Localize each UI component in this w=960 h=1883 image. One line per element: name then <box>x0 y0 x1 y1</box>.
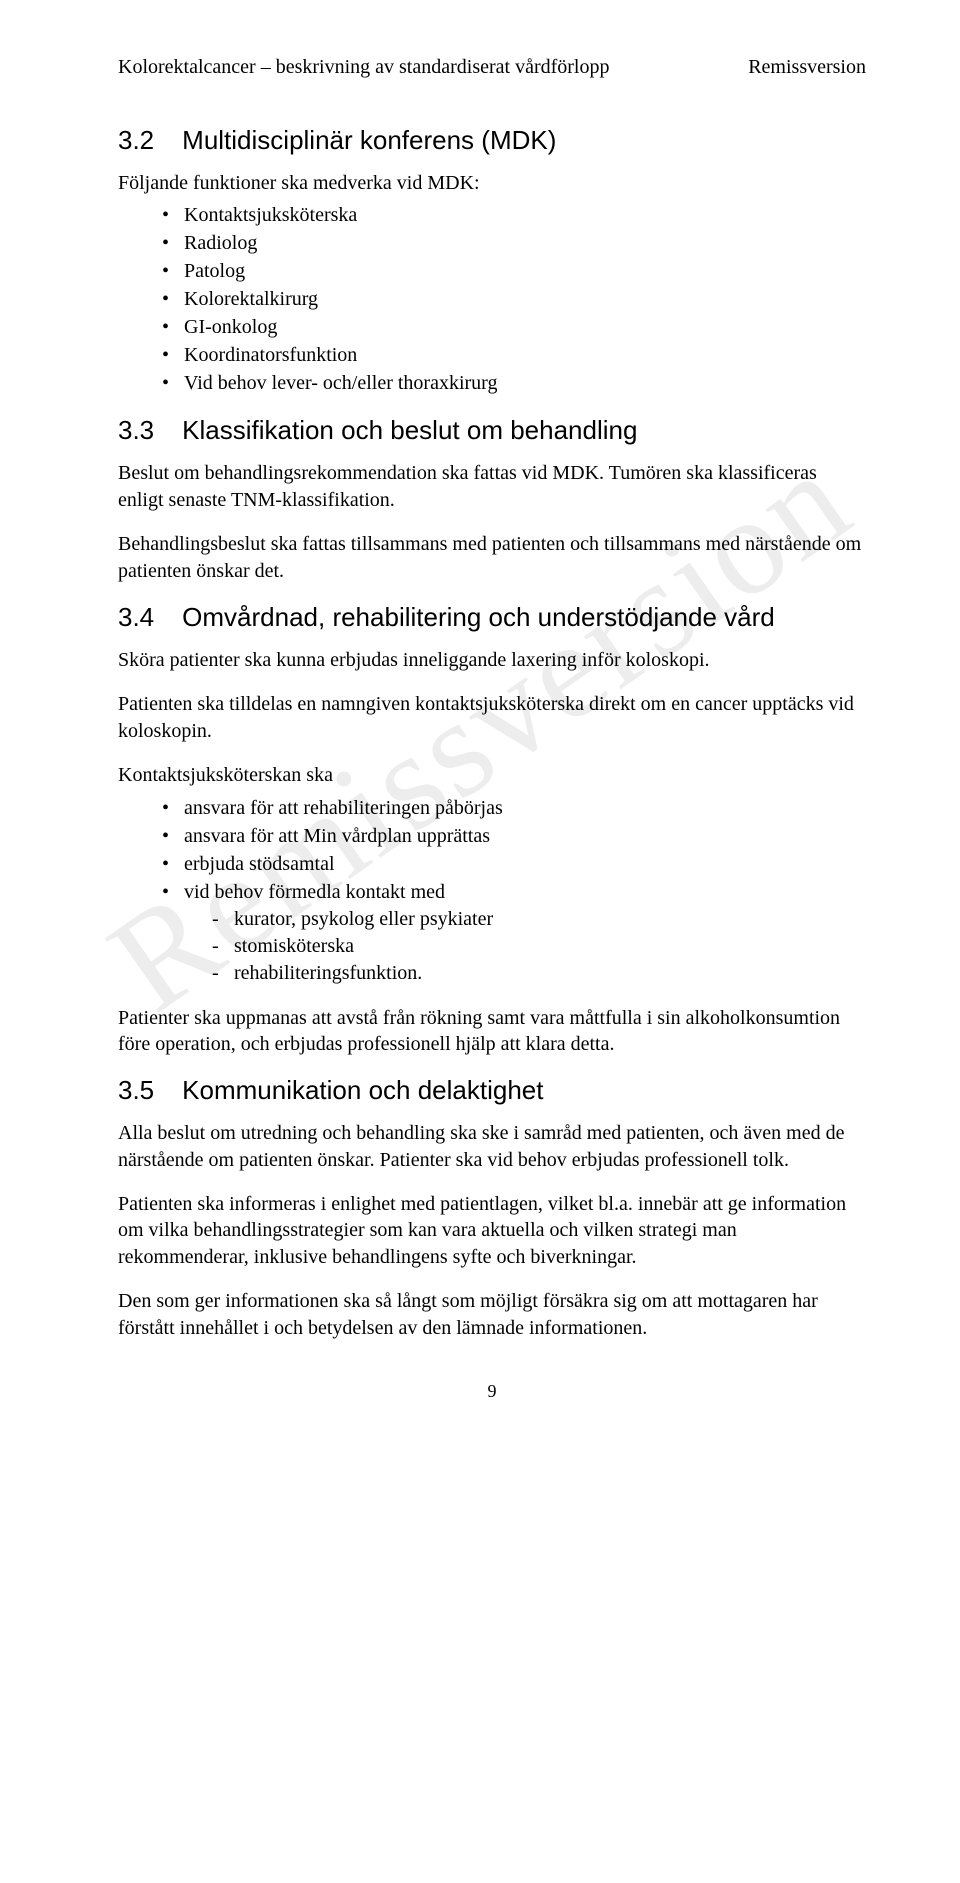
running-header: Kolorektalcancer – beskrivning av standa… <box>118 56 866 79</box>
runhead-right: Remissversion <box>748 56 866 79</box>
list-item: rehabiliteringsfunktion. <box>212 960 866 987</box>
list-item: Vid behov lever- och/eller thoraxkirurg <box>162 370 866 397</box>
list-item: GI-onkolog <box>162 314 866 341</box>
para-3-3-2: Behandlingsbeslut ska fattas tillsammans… <box>118 531 866 584</box>
heading-title: Kommunikation och delaktighet <box>182 1075 866 1106</box>
para-3-5-3: Den som ger informationen ska så långt s… <box>118 1288 866 1341</box>
para-3-4-1: Sköra patienter ska kunna erbjudas innel… <box>118 647 866 673</box>
para-3-2-lead: Följande funktioner ska medverka vid MDK… <box>118 170 866 196</box>
heading-3-5: 3.5 Kommunikation och delaktighet <box>118 1075 866 1106</box>
list-item: Kolorektalkirurg <box>162 286 866 313</box>
list-item: vid behov förmedla kontakt med kurator, … <box>162 879 866 987</box>
list-item: kurator, psykolog eller psykiater <box>212 906 866 933</box>
para-3-3-1: Beslut om behandlingsrekommendation ska … <box>118 460 866 513</box>
para-3-4-3: Patienter ska uppmanas att avstå från rö… <box>118 1005 866 1058</box>
para-3-5-2: Patienten ska informeras i enlighet med … <box>118 1191 866 1270</box>
heading-title: Klassifikation och beslut om behandling <box>182 415 866 446</box>
list-item: Koordinatorsfunktion <box>162 342 866 369</box>
para-3-5-1: Alla beslut om utredning och behandling … <box>118 1120 866 1173</box>
para-3-4-lead: Kontaktsjuksköterskan ska <box>118 762 866 788</box>
heading-number: 3.4 <box>118 602 154 633</box>
list-item: ansvara för att rehabiliteringen påbörja… <box>162 795 866 822</box>
runhead-left: Kolorektalcancer – beskrivning av standa… <box>118 56 609 79</box>
list-item: Patolog <box>162 258 866 285</box>
heading-number: 3.3 <box>118 415 154 446</box>
heading-3-2: 3.2 Multidisciplinär konferens (MDK) <box>118 125 866 156</box>
heading-3-4: 3.4 Omvårdnad, rehabilitering och unders… <box>118 602 866 633</box>
heading-title: Omvårdnad, rehabilitering och understödj… <box>182 602 866 633</box>
heading-number: 3.5 <box>118 1075 154 1106</box>
list-item: erbjuda stödsamtal <box>162 851 866 878</box>
list-item-text: vid behov förmedla kontakt med <box>184 881 445 903</box>
list-3-2: Kontaktsjuksköterska Radiolog Patolog Ko… <box>118 202 866 397</box>
list-item: stomisköterska <box>212 933 866 960</box>
heading-title: Multidisciplinär konferens (MDK) <box>182 125 866 156</box>
heading-number: 3.2 <box>118 125 154 156</box>
list-3-4: ansvara för att rehabiliteringen påbörja… <box>118 795 866 987</box>
list-item: Radiolog <box>162 230 866 257</box>
list-item: ansvara för att Min vårdplan upprättas <box>162 823 866 850</box>
list-item: Kontaktsjuksköterska <box>162 202 866 229</box>
page-content: Kolorektalcancer – beskrivning av standa… <box>118 56 866 1402</box>
page-number: 9 <box>118 1381 866 1402</box>
para-3-4-2: Patienten ska tilldelas en namngiven kon… <box>118 691 866 744</box>
heading-3-3: 3.3 Klassifikation och beslut om behandl… <box>118 415 866 446</box>
sublist-3-4: kurator, psykolog eller psykiater stomis… <box>184 906 866 987</box>
